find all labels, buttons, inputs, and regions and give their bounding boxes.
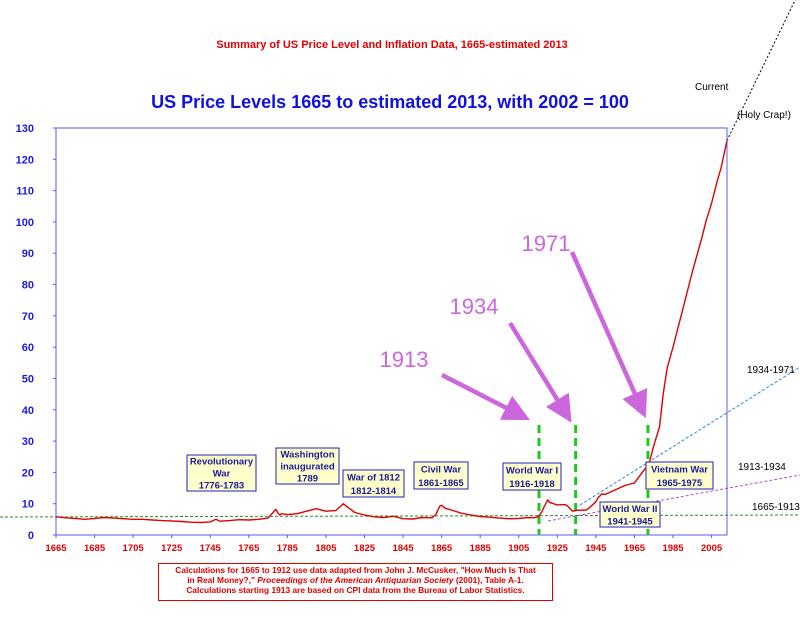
y-tick-label: 10 (22, 499, 34, 511)
chart-title: US Price Levels 1665 to estimated 2013, … (151, 92, 629, 112)
y-tick-label: 120 (16, 154, 34, 166)
event-text: World War I (506, 465, 558, 476)
event-box (186, 454, 257, 492)
event-text: 1941-1945 (607, 516, 653, 527)
credit-line-2-pre: in Real Money?," (187, 575, 258, 585)
axes: 0 10 20 30 40 50 60 70 80 90 100 110 120 130 1665 1685 1… (16, 123, 728, 554)
event-text: 1916-1918 (509, 479, 554, 490)
event-text: Washington (281, 450, 335, 461)
x-tick-label: 1865 (431, 543, 453, 554)
x-tick-label: 1685 (84, 543, 106, 554)
event-war1812: War of 1812 1812-1814 (342, 469, 405, 498)
event-text: Civil War (421, 464, 462, 475)
event-text: War (213, 469, 231, 480)
x-tick-label: 1765 (238, 543, 260, 554)
x-tick-label: 1705 (123, 543, 145, 554)
trend-lines (0, 0, 800, 522)
arrow-1971 (569, 251, 648, 419)
annotation-labels: 1913 1934 1971 1665-1913 1913-1934 1934-1971 C… (380, 82, 800, 513)
year-label-1913: 1913 (380, 347, 429, 372)
year-arrows (440, 251, 648, 423)
y-tick-label: 130 (16, 123, 34, 135)
trend-line-1934-1971 (579, 366, 800, 506)
x-tick-label: 1805 (315, 543, 337, 554)
x-tick-label: 1745 (200, 543, 222, 554)
event-ww1: World War I 1916-1918 (502, 462, 562, 491)
x-tick-label: 1985 (662, 543, 684, 554)
price-series (55, 140, 728, 524)
year-label-1971: 1971 (522, 231, 571, 256)
event-text: 1965-1975 (657, 478, 703, 489)
data-source-note: Calculations for 1665 to 1912 use data a… (158, 563, 553, 601)
event-text: Revolutionary (190, 457, 254, 468)
year-label-1934: 1934 (450, 294, 499, 319)
y-tick-label: 80 (22, 280, 34, 292)
y-tick-label: 20 (22, 467, 34, 479)
x-tick-label: 2005 (701, 543, 723, 554)
y-tick-label: 100 (16, 217, 34, 229)
event-text: 1789 (297, 474, 318, 485)
y-tick-label: 0 (28, 530, 34, 542)
event-text: 1812-1814 (351, 486, 397, 497)
x-tick-label: 1965 (624, 543, 646, 554)
credit-line-3: Calculations starting 1913 are based on … (186, 585, 525, 595)
credit-line-2-post: (2001), Table A-1. (453, 575, 524, 585)
x-tick-label: 1885 (470, 543, 492, 554)
credit-line-2: in Real Money?," Proceedings of the Amer… (161, 575, 550, 585)
event-vietnam: Vietnam War 1965-1975 (645, 461, 714, 490)
event-text: War of 1812 (347, 472, 400, 483)
x-tick-label: 1945 (585, 543, 607, 554)
arrow-1913 (440, 372, 531, 421)
event-civilwar: Civil War 1861-1865 (413, 461, 469, 490)
trend-label: 1665-1913 (752, 502, 800, 513)
y-tick-label: 90 (22, 248, 34, 260)
event-text: Vietnam War (651, 464, 708, 475)
y-tick-label: 70 (22, 311, 34, 323)
y-tick-label: 30 (22, 436, 34, 448)
event-box (413, 461, 469, 490)
event-text: World War II (603, 504, 658, 515)
event-text: 1861-1865 (418, 478, 464, 489)
credit-journal-title: Proceedings of the American Antiquarian … (257, 575, 454, 585)
x-tick-label: 1845 (392, 543, 414, 554)
event-box (645, 461, 714, 490)
x-tick-label: 1825 (354, 543, 376, 554)
trend-label: 1913-1934 (738, 462, 786, 473)
current-label: Current (695, 82, 729, 93)
x-tick-label: 1905 (508, 543, 530, 554)
price-level-line (55, 140, 728, 524)
y-tick-label: 110 (16, 186, 34, 198)
trend-label: 1934-1971 (747, 365, 795, 376)
holy-crap-label: (Holy Crap!) (737, 110, 791, 121)
x-tick-label: 1785 (277, 543, 299, 554)
y-tick-label: 50 (22, 373, 34, 385)
trend-line-1665-1913 (0, 514, 800, 518)
event-box (275, 447, 340, 485)
y-tick-label: 40 (22, 405, 34, 417)
event-text: 1776-1783 (199, 481, 244, 492)
event-box (502, 462, 562, 491)
x-tick-label: 1725 (161, 543, 183, 554)
x-tick-label: 1925 (547, 543, 569, 554)
trend-line-1913-1934 (547, 474, 800, 522)
arrow-1934 (508, 321, 572, 423)
y-tick-label: 60 (22, 342, 34, 354)
chart-subtitle: Summary of US Price Level and Inflation … (216, 39, 568, 51)
credit-line-1: Calculations for 1665 to 1912 use data a… (175, 565, 536, 575)
x-tick-label: 1665 (45, 543, 67, 554)
plot-frame (55, 127, 728, 536)
event-box (342, 469, 405, 498)
event-box (599, 501, 661, 528)
event-text: inaugurated (280, 462, 335, 473)
